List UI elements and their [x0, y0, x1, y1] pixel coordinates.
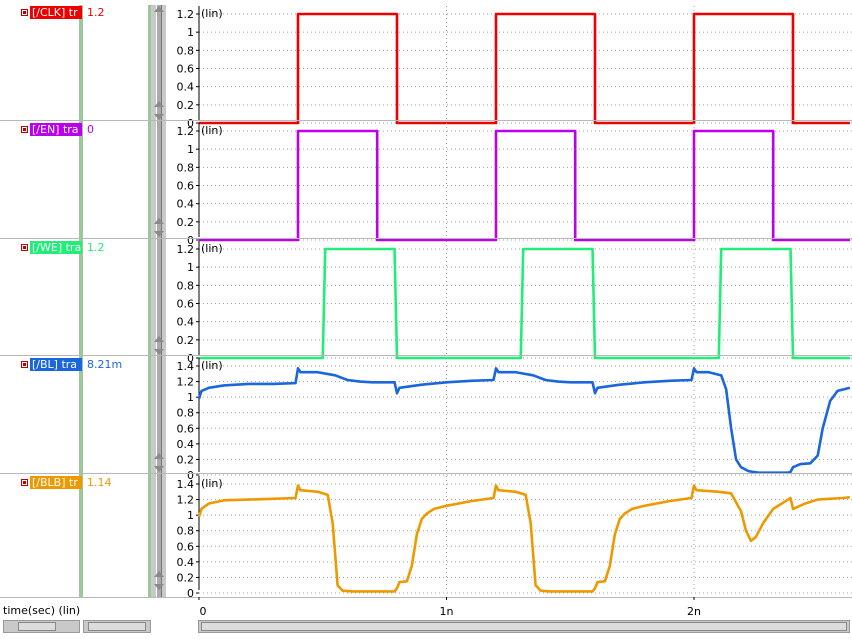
y-tick-label: 1.2	[177, 8, 195, 21]
signal-name-column	[0, 5, 81, 597]
signal-value: 1.2	[87, 6, 105, 19]
y-tick-label: 1.4	[177, 360, 195, 373]
y-tick-label: 0.6	[177, 298, 195, 311]
signal-trace	[199, 131, 850, 240]
xaxis-label: time(sec) (lin)	[3, 604, 80, 617]
label-hscrollbar[interactable]	[3, 620, 80, 633]
y-tick-label: 0.8	[177, 525, 195, 538]
row-separator	[0, 238, 852, 239]
signal-value: 1.2	[87, 241, 105, 254]
scale-label: (lin)	[201, 124, 223, 137]
y-tick-label: 0.4	[177, 316, 195, 329]
signal-select-checkbox[interactable]	[21, 479, 28, 486]
y-tick-label: 0	[187, 234, 194, 247]
vertical-scroll-thumb[interactable]	[156, 5, 162, 597]
y-tick-label: 0.8	[177, 44, 195, 57]
y-tick-label: 0.8	[177, 407, 195, 420]
signal-value: 1.14	[87, 476, 112, 489]
scale-label: (lin)	[201, 242, 223, 255]
scroll-down-arrow-icon[interactable]	[154, 231, 164, 237]
plot-hscroll-thumb[interactable]	[201, 622, 847, 631]
scroll-down-arrow-icon[interactable]	[154, 466, 164, 472]
signal-name[interactable]: [/BLB] tr	[30, 476, 82, 489]
y-tick-label: 1.2	[177, 494, 195, 507]
y-tick-label: 0	[187, 352, 194, 365]
signal-name[interactable]: [/EN] tra	[30, 123, 82, 136]
y-tick-label: 0.4	[177, 198, 195, 211]
scroll-up-arrow-icon[interactable]	[154, 6, 164, 12]
row-separator	[0, 120, 852, 121]
signal-name[interactable]: [/WE] tra	[30, 241, 82, 254]
signal-trace	[199, 14, 850, 123]
plot-hscrollbar[interactable]	[198, 620, 850, 633]
label-hscroll-thumb[interactable]	[18, 622, 56, 631]
y-tick-label: 1.4	[177, 478, 195, 491]
y-tick-label: 0.6	[177, 63, 195, 76]
value-hscroll-thumb[interactable]	[88, 622, 146, 631]
scale-label: (lin)	[201, 7, 223, 20]
y-tick-label: 0.6	[177, 540, 195, 553]
scale-label: (lin)	[201, 359, 223, 372]
signal-select-checkbox[interactable]	[21, 9, 28, 16]
value-hscrollbar[interactable]	[83, 620, 151, 633]
waveform-panel: 0 0.2 0.4 0.6 0.8 1 1.2 (lin)	[166, 239, 852, 366]
scroll-up-arrow-icon[interactable]	[154, 101, 164, 107]
time-axis-bar: time(sec) (lin)	[0, 597, 852, 639]
scroll-up-arrow-icon[interactable]	[154, 336, 164, 342]
scroll-down-arrow-icon[interactable]	[154, 584, 164, 590]
signal-select-checkbox[interactable]	[21, 244, 28, 251]
scroll-up-arrow-icon[interactable]	[154, 453, 164, 459]
y-tick-label: 0.4	[177, 438, 195, 451]
scroll-up-arrow-icon[interactable]	[154, 571, 164, 577]
y-tick-label: 1	[187, 26, 194, 39]
y-tick-label: 0.6	[177, 180, 195, 193]
y-tick-label: 1	[187, 509, 194, 522]
waveform-plot: 0 0.2 0.4 0.6 0.8 1 1.2 (lin) 0 0.2 0.4 0.6 0.8 1 1.2 (…	[166, 0, 852, 638]
y-tick-label: 1	[187, 391, 194, 404]
y-tick-label: 0.2	[177, 99, 195, 112]
y-tick-label: 0.6	[177, 422, 195, 435]
signal-value: 0	[87, 123, 94, 136]
signal-name[interactable]: [/CLK] tr	[30, 6, 82, 19]
y-tick-label: 0.2	[177, 334, 195, 347]
signal-trace	[199, 486, 850, 592]
scroll-up-arrow-icon[interactable]	[154, 218, 164, 224]
signal-value-column	[83, 5, 148, 597]
waveform-panel: 0 0.2 0.4 0.6 0.8 1 1.2 1.4 (lin)	[166, 356, 852, 483]
signal-name[interactable]: [/BL] tra	[30, 358, 82, 371]
signal-value: 8.21m	[87, 358, 122, 371]
y-tick-label: 0.8	[177, 279, 195, 292]
signal-trace	[199, 368, 850, 472]
waveform-panel: 00.20.40.60.811.21.4(lin)	[166, 474, 852, 601]
y-tick-label: 1	[187, 143, 194, 156]
y-tick-label: 0.2	[177, 216, 195, 229]
row-separator	[0, 355, 852, 356]
y-tick-label: 1.2	[177, 243, 195, 256]
y-tick-label: 1	[187, 261, 194, 274]
signal-select-checkbox[interactable]	[21, 126, 28, 133]
row-separator	[0, 473, 852, 474]
y-tick-label: 0.4	[177, 556, 195, 569]
y-tick-label: 0.2	[177, 453, 195, 466]
signal-select-checkbox[interactable]	[21, 361, 28, 368]
scale-label: (lin)	[201, 477, 223, 490]
waveform-panel: 0 0.2 0.4 0.6 0.8 1 1.2 (lin)	[177, 6, 852, 130]
y-tick-label: 1.2	[177, 125, 195, 138]
y-tick-label: 0	[187, 469, 194, 482]
waveform-panel: 0 0.2 0.4 0.6 0.8 1 1.2 (lin)	[166, 121, 852, 248]
y-tick-label: 0.8	[177, 161, 195, 174]
vertical-scrollbar[interactable]	[151, 5, 166, 597]
signal-trace	[199, 249, 850, 358]
y-tick-label: 0	[187, 117, 194, 130]
y-tick-label: 0.4	[177, 81, 195, 94]
y-tick-label: 1.2	[177, 376, 195, 389]
y-tick-label: 0.2	[177, 571, 195, 584]
